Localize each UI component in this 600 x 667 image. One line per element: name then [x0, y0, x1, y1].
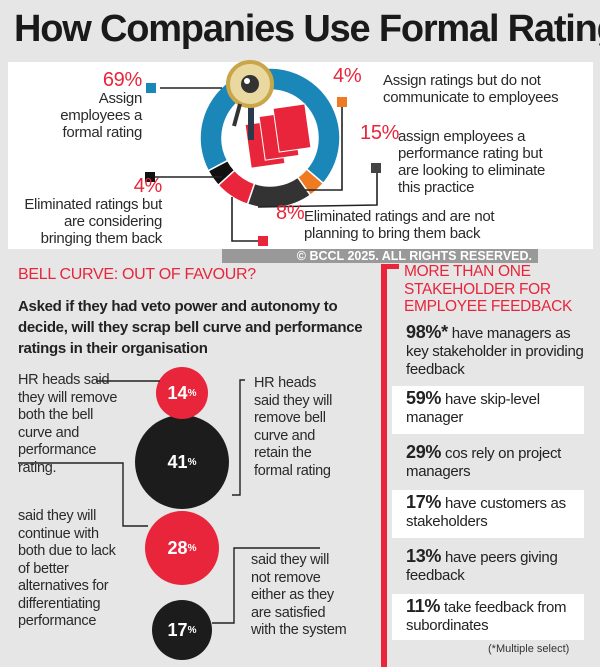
- circle-17: 17%: [152, 600, 212, 660]
- stakeholder-item: 59% have skip-level manager: [392, 386, 584, 434]
- stakeholder-value: 11%: [406, 596, 441, 616]
- text-4-black: Eliminated ratings but are considering b…: [24, 196, 162, 247]
- bell-leader-lines: [18, 379, 320, 624]
- stakeholder-text: have managers as key stakeholder in prov…: [406, 325, 584, 378]
- legend-square-blue: [146, 83, 156, 93]
- text-69: Assign employees a formal rating: [60, 90, 142, 141]
- text-15: assign employees a performance rating bu…: [398, 128, 546, 196]
- circle-41-background: [135, 415, 229, 509]
- text-8: Eliminated ratings and are not planning …: [304, 208, 495, 242]
- circle-41: 41%: [167, 451, 197, 472]
- label-4-orange: 4%: [333, 65, 362, 87]
- value-4-orange: 4%: [333, 65, 362, 87]
- page-title: How Companies Use Formal Rating: [14, 8, 600, 50]
- stakeholder-item: 17% have customers as stakeholders: [392, 490, 584, 538]
- stakeholder-text: have skip-level manager: [406, 391, 540, 426]
- red-divider-cap: [381, 264, 399, 269]
- red-divider: [381, 264, 387, 667]
- legend-square-red: [258, 236, 268, 246]
- label-15: 15%: [360, 122, 400, 144]
- stakeholder-value: 13%: [406, 546, 442, 566]
- stakeholder-value: 59%: [406, 388, 442, 408]
- stakeholder-item: 11% take feedback from subordinates: [392, 594, 584, 640]
- label-8: 8%: [276, 202, 305, 224]
- stakeholder-value: 29%: [406, 442, 442, 462]
- value-8: 8%: [276, 202, 305, 224]
- watermark: © BCCL 2025. ALL RIGHTS RESERVED.: [222, 249, 538, 263]
- donut-leader-lines: [152, 87, 378, 242]
- stakeholder-item: 98%* have managers as key stakeholder in…: [392, 320, 584, 382]
- stakeholder-value: 98%*: [406, 322, 448, 342]
- value-15: 15%: [360, 122, 400, 144]
- legend-square-darkgray: [371, 163, 381, 173]
- stakeholder-text: cos rely on project managers: [406, 445, 562, 480]
- stakeholder-item: 13% have peers giving feedback: [392, 544, 584, 588]
- legend-square-black: [145, 172, 155, 182]
- label-4-black: 4% Eliminated ratings but are considerin…: [10, 175, 163, 247]
- circle-28: 28%: [145, 511, 219, 585]
- stakeholder-item: 29% cos rely on project managers: [392, 440, 584, 484]
- bell-heading: BELL CURVE: OUT OF FAVOUR?: [18, 266, 256, 283]
- stakeholder-value: 17%: [406, 492, 442, 512]
- legend-square-orange: [337, 97, 347, 107]
- text-17: said they will not remove either as they…: [251, 552, 347, 638]
- donut-slice-4: [207, 159, 236, 187]
- text-14: HR heads said they will remove both the …: [18, 372, 118, 476]
- label-69: 69% Assign employees a formal rating: [30, 69, 142, 141]
- folders-illustration: [244, 100, 312, 169]
- stakeholder-text: take feedback from subordinates: [406, 599, 567, 634]
- bell-question: Asked if they had veto power and autonom…: [18, 298, 363, 357]
- circle-14: 14%: [156, 367, 208, 419]
- stakeholder-text: have peers giving feedback: [406, 549, 558, 584]
- magnifier-icon: [226, 60, 274, 127]
- value-4-black: 4%: [133, 175, 163, 197]
- text-28: said they will continue with both due to…: [18, 508, 116, 629]
- stakeholder-heading: MORE THAN ONE STAKEHOLDER FOR EMPLOYEE F…: [404, 263, 573, 315]
- stakeholder-text: have customers as stakeholders: [406, 495, 566, 530]
- value-69: 69%: [102, 69, 142, 91]
- donut-chart: [145, 60, 381, 246]
- text-4-orange: Assign ratings but do not communicate to…: [383, 72, 559, 106]
- footnote: (*Multiple select): [488, 643, 570, 655]
- text-41: HR heads said they will remove bell curv…: [254, 375, 332, 479]
